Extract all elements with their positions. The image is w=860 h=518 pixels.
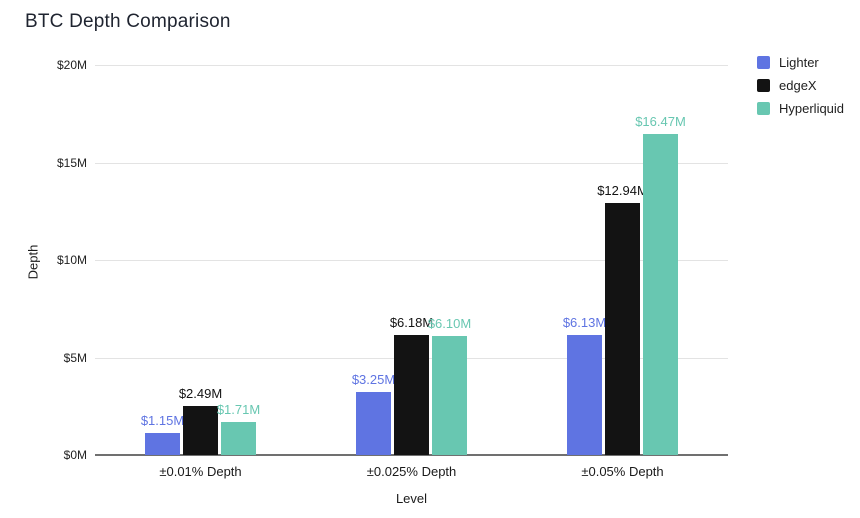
legend: Lighter edgeX Hyperliquid xyxy=(757,55,844,116)
bar-group-001: $1.15M $2.49M $1.71M xyxy=(95,65,306,455)
bar-value-label: $16.47M xyxy=(635,113,686,129)
bar-value-label: $6.10M xyxy=(427,316,472,332)
bar-edgex-0025: $6.18M xyxy=(390,315,433,455)
y-tick-label: $10M xyxy=(56,253,87,267)
legend-label: Hyperliquid xyxy=(779,101,845,116)
legend-item-edgex: edgeX xyxy=(757,78,844,93)
x-category-label: ±0.01% Depth xyxy=(159,464,242,479)
y-axis-title: Depth xyxy=(25,244,41,280)
legend-item-hyperliquid: Hyperliquid xyxy=(757,101,844,116)
legend-swatch-hyperliquid xyxy=(757,102,770,115)
x-category-label: ±0.025% Depth xyxy=(366,464,457,479)
bar-value-label: $2.49M xyxy=(178,386,223,402)
y-tick-label: $0M xyxy=(63,448,87,462)
bar-group-0025: $3.25M $6.18M $6.10M xyxy=(306,65,517,455)
bar-lighter-001: $1.15M xyxy=(141,413,184,455)
plot-area: $0M $5M $10M $15M $20M $1.15M $2.49M $1.… xyxy=(57,58,728,506)
legend-swatch-lighter xyxy=(757,56,770,69)
x-category-labels: ±0.01% Depth ±0.025% Depth ±0.05% Depth xyxy=(95,464,728,479)
bar-hyperliquid-001: $1.71M xyxy=(217,402,260,455)
bar-value-label: $3.25M xyxy=(351,371,396,387)
bar-lighter-0025: $3.25M xyxy=(352,372,395,455)
bar-hyperliquid-0025: $6.10M xyxy=(428,316,471,455)
bar-value-label: $12.94M xyxy=(597,182,648,198)
bar-hyperliquid-005: $16.47M xyxy=(635,114,686,455)
y-tick-label: $15M xyxy=(56,155,87,170)
legend-label: Lighter xyxy=(779,55,819,70)
bar-edgex-005: $12.94M xyxy=(597,183,648,455)
bar-value-label: $6.18M xyxy=(389,314,434,330)
bar-edgex-001: $2.49M xyxy=(179,386,222,455)
legend-swatch-edgex xyxy=(757,79,770,92)
gridline-10m xyxy=(95,260,728,261)
y-tick-label: $5M xyxy=(63,350,87,365)
legend-label: edgeX xyxy=(779,78,817,93)
x-axis-line xyxy=(95,454,728,456)
gridline-20m xyxy=(95,65,728,66)
bar-value-label: $1.15M xyxy=(140,412,185,428)
gridline-15m xyxy=(95,162,728,164)
bar-groups: $1.15M $2.49M $1.71M $3.25M $6.18M $6.10… xyxy=(95,65,728,455)
chart-title: BTC Depth Comparison xyxy=(25,11,231,32)
bar-group-005: $6.13M $12.94M $16.47M xyxy=(517,65,728,455)
legend-item-lighter: Lighter xyxy=(757,55,844,70)
x-category-label: ±0.05% Depth xyxy=(581,464,664,479)
bar-lighter-005: $6.13M xyxy=(563,315,606,455)
bar-value-label: $6.13M xyxy=(562,315,607,331)
x-axis-title: Level xyxy=(395,491,428,506)
bar-value-label: $1.71M xyxy=(216,401,261,417)
y-tick-label: $20M xyxy=(56,58,87,72)
